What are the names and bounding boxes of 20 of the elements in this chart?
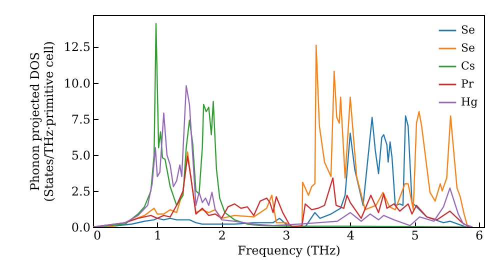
y-tick-label: 0.0 — [71, 220, 90, 234]
x-tick-label: 1 — [154, 228, 162, 242]
y-axis-title: Phonon projected DOS (States/THz·primitive cell) — [28, 41, 56, 202]
y-tick-label: 7.5 — [71, 112, 90, 126]
x-tick-label: 0 — [94, 228, 102, 242]
y-tick-label: 10.0 — [64, 76, 90, 90]
x-tick-label: 2 — [218, 228, 226, 242]
y-tick-label: 5.0 — [71, 148, 90, 162]
legend-label: Cs — [461, 60, 476, 72]
x-tick-label: 3 — [282, 228, 290, 242]
y-tick-label: 2.5 — [71, 184, 90, 198]
legend-label: Pr — [461, 78, 474, 90]
legend-label: Se — [461, 24, 476, 36]
x-tick-label: 4 — [346, 228, 355, 242]
legend-label: Se — [461, 42, 476, 54]
y-tick-label: 12.5 — [64, 40, 90, 54]
legend-label: Hg — [461, 96, 478, 108]
x-axis-title: Frequency (THz) — [238, 244, 340, 258]
x-tick-label: 6 — [476, 228, 484, 242]
x-tick-label: 5 — [411, 228, 419, 242]
